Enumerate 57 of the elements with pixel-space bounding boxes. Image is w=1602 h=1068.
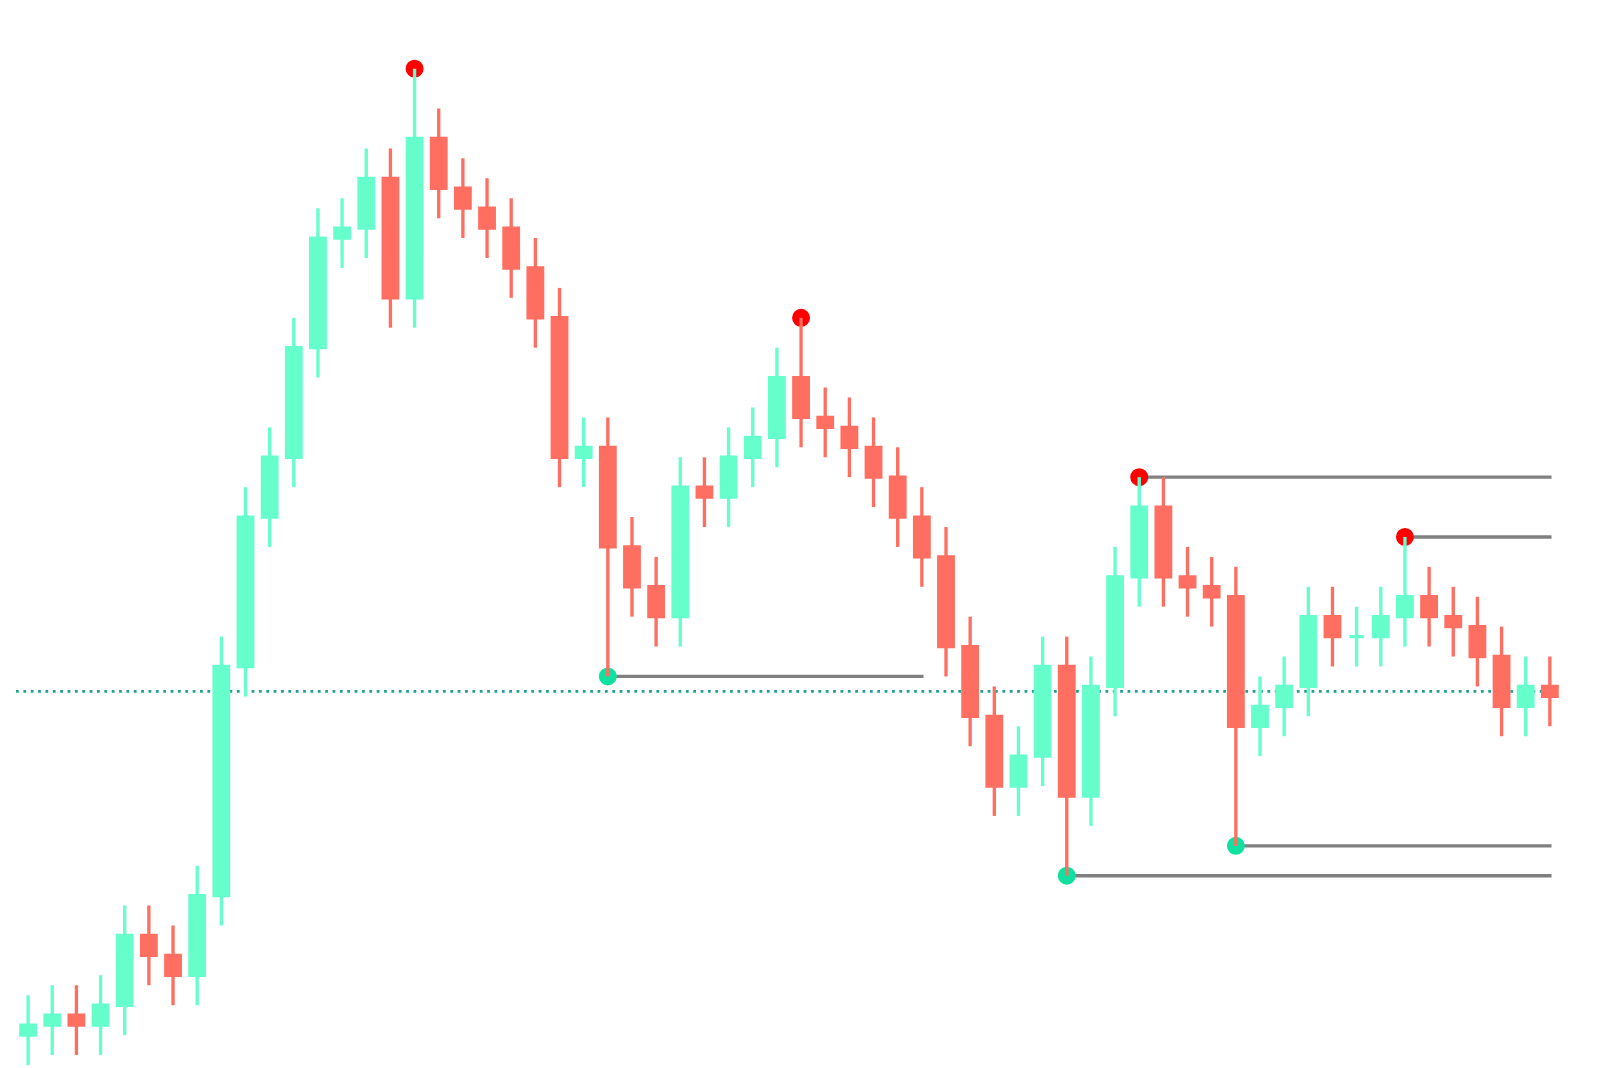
- candlestick: [357, 146, 376, 260]
- candlestick: [961, 615, 980, 748]
- candlestick: [719, 425, 738, 529]
- candlestick: [284, 316, 303, 489]
- candlestick: [43, 983, 62, 1057]
- candlestick: [912, 485, 931, 589]
- candlestick: [1106, 545, 1124, 718]
- candlestick: [139, 903, 158, 987]
- candlestick: [453, 156, 472, 240]
- candlestick: [1540, 654, 1559, 728]
- candlestick: [623, 515, 641, 619]
- candlestick: [67, 983, 86, 1057]
- candlestick: [1420, 565, 1439, 649]
- candlestick: [1468, 595, 1487, 689]
- candlestick: [647, 555, 666, 649]
- candlestick: [1371, 585, 1390, 669]
- candlestick: [1492, 624, 1511, 738]
- candlestick: [695, 455, 714, 529]
- candlestick: [260, 425, 279, 549]
- candlestick: [864, 415, 883, 509]
- candlestick: [671, 455, 690, 649]
- candlestick: [526, 236, 545, 350]
- candlestick: [212, 634, 231, 928]
- candlestick: [1323, 585, 1342, 669]
- candlestick: [478, 176, 496, 260]
- candlestick: [381, 146, 400, 330]
- candlestick: [1275, 654, 1294, 738]
- candlestick: [1251, 674, 1269, 758]
- candlestick: [743, 405, 762, 489]
- candlestick: [1154, 475, 1173, 609]
- candlestick: [767, 346, 786, 469]
- candlestick: [985, 684, 1004, 818]
- candlestick: [1009, 724, 1028, 818]
- candlestick: [888, 445, 907, 549]
- candlestick: [937, 525, 955, 679]
- candlestick: [840, 395, 859, 479]
- candlestick: [502, 196, 521, 300]
- candlestick: [164, 923, 182, 1007]
- candlestick: [1299, 585, 1318, 718]
- candlestick: [188, 864, 207, 1007]
- candlestick: [333, 196, 352, 270]
- candlestick: [1033, 634, 1052, 788]
- candlestick: [1202, 555, 1221, 629]
- candlestick: [91, 973, 110, 1057]
- candlestick: [1444, 585, 1463, 659]
- candlestick: [1082, 654, 1100, 828]
- candlestick: [1178, 545, 1197, 619]
- candlestick: [309, 206, 327, 380]
- candlestick: [816, 385, 835, 459]
- candlestick: [1516, 654, 1535, 738]
- candlestick: [550, 286, 569, 489]
- candlestick: [1347, 605, 1366, 669]
- candlestick: [115, 903, 134, 1037]
- candlestick: [236, 485, 255, 699]
- candlestick: [574, 415, 593, 489]
- candlestick: [429, 106, 448, 220]
- candlestick: [19, 993, 38, 1067]
